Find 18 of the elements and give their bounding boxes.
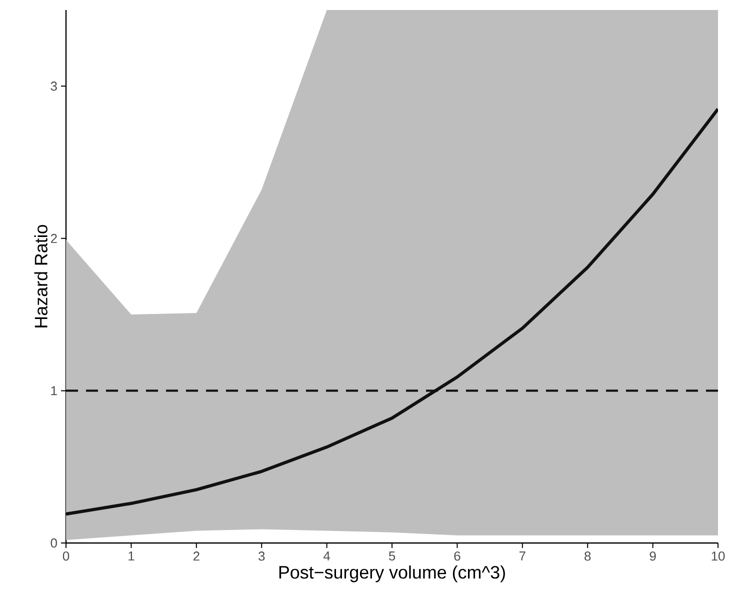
x-tick-label: 4	[324, 552, 330, 560]
x-tick-label: 5	[388, 552, 396, 561]
x-tick-label: 1	[128, 552, 134, 560]
x-tick-label: 0	[62, 552, 70, 561]
x-tick-label: 9	[650, 552, 656, 561]
x-tick-label: 10	[712, 552, 725, 561]
x-tick-label: 7	[519, 552, 526, 560]
x-tick-label: 8	[584, 552, 591, 561]
y-tick-label: 2	[50, 234, 57, 243]
line-series	[66, 107, 718, 516]
x-tick-label: 2	[193, 552, 200, 561]
y-axis-title: Hazard Ratio	[34, 224, 48, 328]
x-axis-title: Post−surgery volume (cm^3)	[279, 566, 505, 582]
x-tick-label: 6	[454, 552, 460, 561]
y-tick-label: 3	[50, 82, 57, 91]
x-tick-label: 3	[258, 552, 265, 561]
y-tick-label: 0	[50, 538, 57, 548]
y-tick-label: 1	[51, 386, 57, 396]
